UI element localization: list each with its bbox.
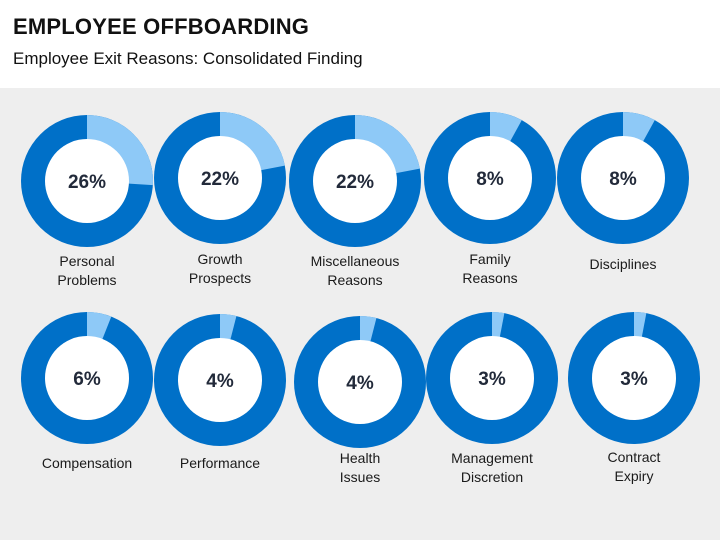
category-label: Reasons — [327, 272, 382, 288]
category-label: Contract — [608, 449, 661, 465]
percent-label: 8% — [476, 169, 504, 190]
category-label: Expiry — [615, 468, 654, 484]
percent-label: 8% — [609, 169, 637, 190]
category-label: Growth — [197, 251, 242, 267]
donut-3: 22% Miscellaneous Reasons — [289, 115, 421, 288]
donut-9: 3% Management Discretion — [426, 312, 558, 485]
category-label: Disciplines — [590, 256, 657, 272]
percent-label: 26% — [68, 172, 106, 193]
category-label: Issues — [340, 469, 380, 485]
category-label: Family — [469, 251, 510, 267]
category-label: Performance — [180, 455, 260, 471]
category-label: Miscellaneous — [311, 253, 400, 269]
donut-2: 22% Growth Prospects — [154, 112, 286, 286]
percent-label: 4% — [346, 373, 374, 394]
donut-8: 4% Health Issues — [294, 316, 426, 485]
percent-label: 22% — [336, 172, 374, 193]
donut-6: 6% Compensation — [21, 312, 153, 471]
category-label: Compensation — [42, 455, 132, 471]
percent-label: 3% — [478, 369, 506, 390]
percent-label: 3% — [620, 369, 648, 390]
donut-5: 8% Disciplines — [557, 112, 689, 272]
donut-4: 8% Family Reasons — [424, 112, 556, 286]
donut-chart-grid: 26%PersonalProblems22%GrowthProspects22%… — [0, 0, 720, 540]
category-label: Health — [340, 450, 380, 466]
donut-10: 3% Contract Expiry — [568, 312, 700, 484]
percent-label: 4% — [206, 371, 234, 392]
category-label: Management — [451, 450, 533, 466]
category-label: Personal — [59, 253, 114, 269]
category-label: Problems — [57, 272, 116, 288]
donut-1: 26% Personal Problems — [21, 115, 153, 288]
category-label: Discretion — [461, 469, 523, 485]
percent-label: 22% — [201, 169, 239, 190]
category-label: Prospects — [189, 270, 251, 286]
category-label: Reasons — [462, 270, 517, 286]
percent-label: 6% — [73, 369, 101, 390]
donut-7: 4% Performance — [154, 314, 286, 471]
